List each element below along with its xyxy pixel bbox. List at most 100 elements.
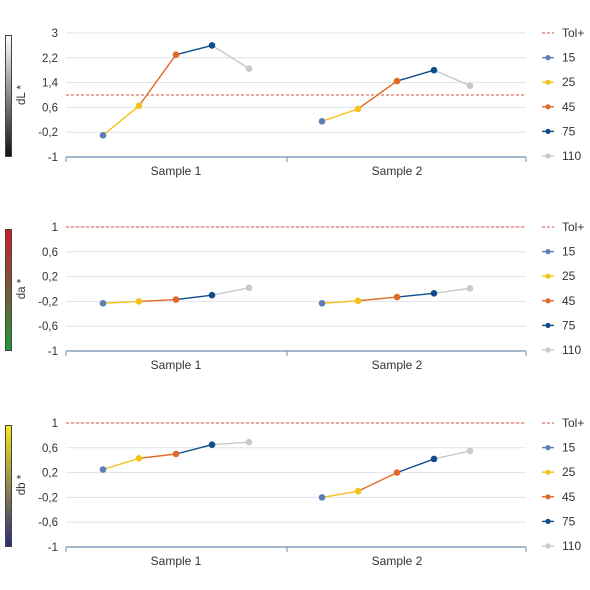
y-tick-label: -0,6 — [38, 517, 58, 529]
data-point-15 — [99, 132, 107, 139]
data-point-25 — [135, 102, 143, 110]
y-axis-label: da * — [16, 278, 28, 299]
legend-swatch-dot-25 — [545, 469, 551, 475]
legend-swatch-dot-15 — [545, 249, 551, 255]
data-point-45 — [393, 293, 401, 301]
data-point-75 — [430, 66, 438, 74]
series-segment-75 — [175, 444, 213, 455]
series-segment-110 — [433, 69, 471, 87]
y-tick-label: -0,2 — [38, 492, 58, 504]
data-point-110 — [245, 65, 253, 72]
y-tick-label: 0,6 — [42, 443, 58, 455]
data-point-15 — [318, 494, 326, 501]
series-segment-25 — [102, 300, 140, 304]
y-axis-label: db * — [16, 474, 28, 495]
data-point-45 — [172, 51, 180, 58]
legend-swatch-dot-110 — [545, 153, 551, 159]
data-point-45 — [393, 77, 401, 85]
legend-label-15: 15 — [562, 441, 576, 455]
data-point-15 — [318, 118, 326, 125]
data-point-75 — [208, 291, 216, 299]
legend-label-45: 45 — [562, 294, 576, 308]
legend-swatch-dot-110 — [545, 347, 551, 353]
legend-label-15: 15 — [562, 245, 576, 259]
colorbar — [5, 229, 12, 351]
series-segment-110 — [211, 44, 250, 70]
x-category-label: Sample 2 — [372, 554, 423, 568]
legend-label-15: 15 — [562, 51, 576, 65]
legend-label-75: 75 — [562, 318, 576, 332]
series-segment-45 — [357, 471, 398, 492]
series-segment-110 — [433, 450, 471, 460]
chart-panel-1: 3 2,2 1,4 0,6 -0,2 -1 dL * Sample 1 Sample 2 Tol+… — [5, 26, 584, 178]
data-point-110 — [466, 285, 474, 292]
legend-swatch-dot-110 — [545, 543, 551, 549]
y-tick-label: 2,2 — [42, 53, 58, 65]
chart-panel-3: 1 0,6 0,2 -0,2 -0,6 -1 db * Sample 1 Sample 2 Tol… — [5, 416, 584, 568]
legend: Tol+ 15 25 45 75 110 — [542, 416, 584, 553]
chart-panel-2: 1 0,6 0,2 -0,2 -0,6 -1 da * Sample 1 Sample 2 Tol… — [5, 220, 584, 372]
series-segment-25 — [321, 490, 359, 499]
y-axis-label: dL * — [16, 84, 28, 105]
legend-swatch-dot-25 — [545, 273, 551, 279]
colorbar — [5, 35, 12, 157]
legend-label-110: 110 — [562, 539, 581, 553]
series-segment-110 — [433, 287, 471, 295]
y-tick-label: 0,2 — [42, 468, 58, 480]
legend-tol-label: Tol+ — [562, 220, 584, 234]
series-segment-45 — [138, 453, 177, 460]
legend-label-25: 25 — [562, 75, 576, 89]
data-point-75 — [430, 455, 438, 463]
data-point-25 — [135, 455, 143, 462]
series-segment-45 — [357, 296, 398, 302]
legend-label-25: 25 — [562, 465, 576, 479]
x-category-label: Sample 1 — [151, 554, 202, 568]
legend-swatch-dot-45 — [545, 494, 551, 500]
y-tick-label: 1 — [52, 418, 58, 430]
data-point-25 — [354, 487, 362, 495]
series-segment-45 — [138, 54, 177, 107]
x-category-label: Sample 1 — [151, 358, 202, 372]
y-tick-label: -0,6 — [38, 321, 58, 333]
legend-label-75: 75 — [562, 514, 576, 528]
data-point-75 — [208, 42, 216, 49]
legend: Tol+ 15 25 45 75 110 — [542, 26, 584, 163]
colorbar — [5, 425, 12, 547]
x-category-label: Sample 2 — [372, 358, 423, 372]
data-point-25 — [354, 105, 362, 113]
y-tick-label: 1,4 — [42, 78, 59, 90]
series-segment-25 — [102, 457, 140, 471]
y-tick-label: 0,6 — [42, 102, 58, 114]
y-tick-label: 0,6 — [42, 247, 58, 259]
series-segment-75 — [396, 458, 435, 474]
series-segment-110 — [211, 287, 250, 296]
series-segment-45 — [357, 80, 398, 110]
legend-label-45: 45 — [562, 490, 576, 504]
legend-label-110: 110 — [562, 149, 581, 163]
series-segment-75 — [175, 44, 213, 56]
data-point-15 — [99, 466, 107, 473]
data-point-75 — [430, 290, 438, 297]
legend-swatch-dot-45 — [545, 104, 551, 110]
y-tick-label: 1 — [52, 222, 58, 234]
data-point-25 — [135, 298, 143, 305]
legend-label-110: 110 — [562, 343, 581, 357]
series-segment-45 — [138, 298, 177, 303]
series-segment-75 — [175, 294, 213, 301]
x-category-label: Sample 2 — [372, 164, 423, 178]
legend-swatch-dot-75 — [545, 518, 551, 525]
data-point-110 — [245, 284, 253, 292]
y-tick-label: 0,2 — [42, 272, 58, 284]
data-point-110 — [466, 82, 474, 89]
data-point-45 — [172, 296, 180, 303]
legend-tol-label: Tol+ — [562, 26, 584, 40]
data-point-45 — [172, 450, 180, 458]
legend-swatch-dot-45 — [545, 298, 551, 304]
data-point-110 — [466, 447, 474, 455]
data-point-15 — [318, 299, 326, 307]
data-point-25 — [354, 297, 362, 305]
legend-swatch-dot-15 — [545, 55, 551, 61]
data-point-110 — [245, 438, 253, 446]
legend-swatch-dot-25 — [545, 79, 551, 85]
